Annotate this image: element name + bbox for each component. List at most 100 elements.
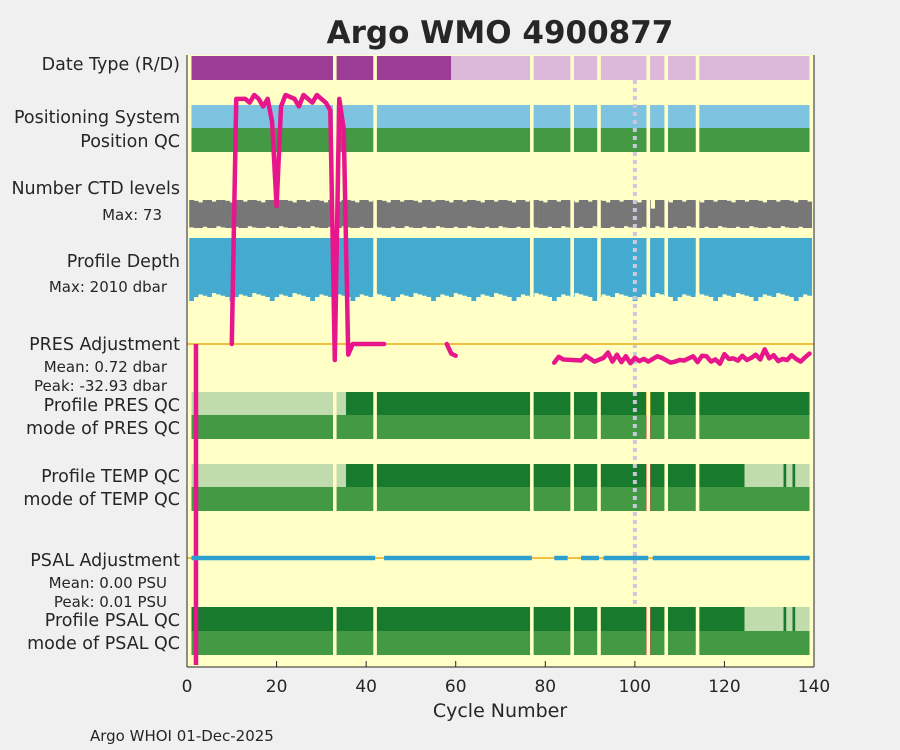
ctd-levels-bar bbox=[547, 200, 553, 227]
profile-depth-bar bbox=[493, 238, 499, 294]
profile-depth-bar bbox=[552, 238, 557, 301]
ctd-levels-bar bbox=[766, 200, 772, 227]
ctd-levels-bar bbox=[574, 202, 580, 228]
ctd-levels-bar bbox=[560, 200, 566, 227]
profile-depth-bar bbox=[592, 238, 598, 301]
profile-depth-bar bbox=[655, 238, 660, 294]
profile-depth-bar bbox=[426, 238, 432, 297]
ctd-levels-bar bbox=[762, 202, 768, 228]
ctd-levels-bar bbox=[457, 200, 463, 228]
ctd-levels-bar bbox=[310, 200, 315, 227]
profile-depth-bar bbox=[489, 238, 495, 297]
row-label-ctd-levels: Number CTD levels bbox=[11, 179, 180, 199]
ctd-levels-bar bbox=[220, 200, 226, 228]
profile-depth-bar bbox=[457, 238, 463, 295]
profile-depth-bar bbox=[704, 238, 710, 296]
ctd-levels-bar bbox=[350, 200, 356, 228]
ctd-levels-bar bbox=[193, 200, 199, 228]
ctd-levels-bar bbox=[744, 201, 750, 228]
profile-depth-bar bbox=[363, 238, 369, 296]
row-label-profile-temp-qc: Profile TEMP QC bbox=[41, 467, 180, 487]
profile-depth-bar bbox=[731, 238, 736, 297]
ctd-levels-bar bbox=[274, 201, 280, 228]
profile-depth-bar bbox=[574, 238, 580, 294]
profile-depth-bar bbox=[766, 238, 772, 296]
date-type-segment bbox=[191, 56, 452, 80]
profile-depth-bar bbox=[466, 238, 472, 297]
ctd-levels-bar bbox=[296, 200, 302, 227]
profile-depth-bar bbox=[220, 238, 226, 296]
ctd-levels-bar bbox=[283, 200, 289, 228]
profile-depth-bar bbox=[471, 238, 477, 301]
profile-depth-bar bbox=[413, 238, 418, 294]
profile-depth-bar bbox=[793, 238, 799, 301]
ctd-levels-bar bbox=[484, 200, 490, 227]
x-tick-label: 0 bbox=[182, 677, 193, 697]
mode-psal-qc-band bbox=[191, 631, 810, 655]
ctd-levels-bar bbox=[323, 202, 329, 228]
profile-depth-bar bbox=[328, 238, 333, 297]
row-label-position-qc: Position QC bbox=[80, 132, 180, 152]
profile-depth-bar bbox=[623, 238, 629, 296]
profile-depth-bar bbox=[390, 238, 396, 301]
missing-cycle-gap bbox=[373, 56, 377, 656]
ctd-levels-bar bbox=[632, 200, 638, 228]
pres-adjustment-series bbox=[444, 341, 458, 358]
ctd-levels-bar bbox=[605, 202, 611, 228]
ctd-levels-bar bbox=[619, 201, 624, 228]
ctd-levels-bar bbox=[538, 200, 544, 228]
profile-depth-bar bbox=[404, 238, 409, 296]
profile-temp-qc-segment bbox=[191, 464, 346, 487]
profile-depth-bar bbox=[690, 238, 696, 297]
profile-depth-bar bbox=[798, 238, 804, 298]
ctd-levels-bar bbox=[278, 200, 284, 227]
profile-depth-bar bbox=[350, 238, 356, 301]
ctd-levels-bar bbox=[269, 200, 275, 228]
profile-depth-bar bbox=[484, 238, 490, 296]
adjustment-lines bbox=[187, 92, 814, 665]
missing-cycle-gap bbox=[695, 56, 700, 656]
ctd-levels-bar bbox=[493, 201, 499, 228]
profile-depth-bar bbox=[381, 238, 387, 296]
profile-depth-bar bbox=[543, 238, 548, 296]
ctd-levels-bar bbox=[641, 200, 647, 227]
profile-depth-bar bbox=[520, 238, 526, 295]
ctd-levels-bar bbox=[668, 202, 674, 228]
ctd-levels-bar bbox=[659, 200, 665, 228]
x-tick-label: 60 bbox=[445, 677, 467, 697]
profile-depth-bar bbox=[247, 238, 253, 297]
missing-cycle-gap bbox=[664, 56, 668, 656]
profile-depth-bar bbox=[287, 238, 293, 297]
ctd-levels-bar bbox=[251, 200, 257, 228]
profile-depth-bar bbox=[260, 238, 266, 296]
ctd-levels-bar bbox=[440, 200, 445, 228]
profile-depth-bar bbox=[216, 238, 221, 295]
profile-depth-bar bbox=[677, 238, 683, 298]
profile-depth-bar bbox=[242, 238, 248, 296]
ctd-levels-bar bbox=[677, 200, 683, 228]
ctd-levels-bar bbox=[242, 201, 248, 228]
profile-depth-bar bbox=[453, 238, 459, 294]
row-label-positioning-system: Positioning System bbox=[14, 108, 180, 128]
ctd-levels-bar bbox=[780, 200, 786, 227]
x-tick-label: 40 bbox=[355, 677, 377, 697]
profile-depth-bar bbox=[278, 238, 284, 295]
profile-depth-bar bbox=[323, 238, 329, 296]
profile-depth-bar bbox=[619, 238, 624, 295]
profile-depth-bar bbox=[740, 238, 745, 295]
ctd-levels-bar bbox=[610, 200, 616, 227]
profile-depth-bar bbox=[538, 238, 544, 295]
profile-depth-bar bbox=[560, 238, 566, 295]
profile-depth-bar bbox=[341, 238, 347, 296]
ctd-levels-bar bbox=[681, 201, 687, 228]
x-tick-label: 140 bbox=[798, 677, 830, 697]
profile-depth-bar bbox=[628, 238, 633, 297]
ctd-levels-bar bbox=[525, 201, 530, 228]
profile-depth-bar bbox=[274, 238, 280, 298]
profile-pres-qc-segment bbox=[191, 392, 346, 415]
psal-adjustment-peak-label: Peak: 0.01 PSU bbox=[54, 593, 167, 611]
row-label-profile-psal-qc: Profile PSAL QC bbox=[45, 611, 180, 631]
ctd-levels-bar bbox=[462, 201, 468, 228]
profile-depth-bar bbox=[225, 238, 230, 297]
ctd-levels-bar bbox=[601, 200, 607, 228]
